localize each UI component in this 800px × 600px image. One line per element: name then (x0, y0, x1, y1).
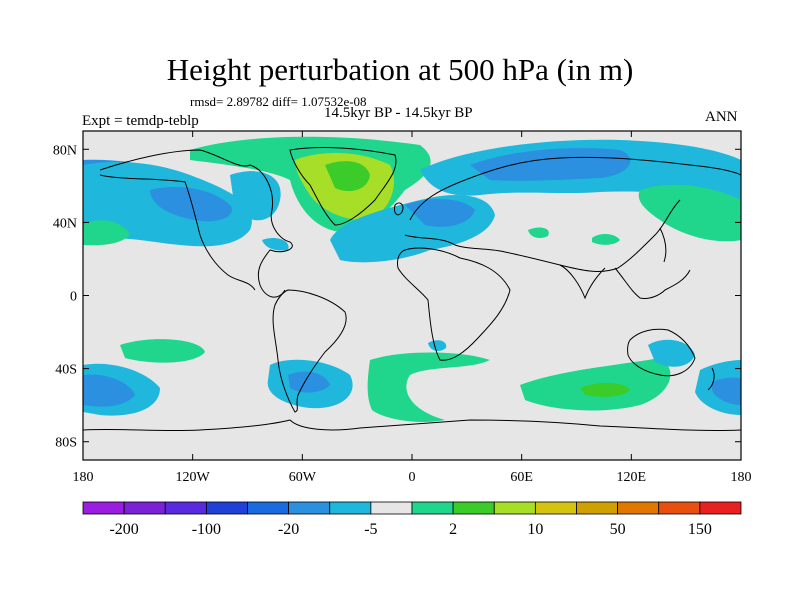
contour-southeast-atlantic (367, 352, 490, 422)
contour-europe-core (405, 198, 475, 227)
lat-tick-label: 0 (70, 290, 77, 305)
colorbar-box (411, 501, 454, 515)
colorbar-box (164, 501, 207, 515)
lon-tick-label: 120W (176, 470, 211, 485)
coast-japan (659, 227, 667, 263)
contour-south-atlantic-small (428, 340, 447, 351)
contour-se-pacific-core (712, 377, 741, 405)
plot-subtitle: 14.5kyr BP - 14.5kyr BP (324, 105, 473, 121)
lon-tick-label: 60E (510, 470, 533, 485)
colorbar-label: 2 (449, 521, 457, 538)
colorbar-box (123, 501, 166, 515)
contour-pacific-ne (638, 184, 741, 242)
lat-axis: 80N 40N 0 40S 80S (53, 143, 741, 451)
colorbar-label: -200 (109, 521, 138, 538)
colorbar-boxes (82, 501, 742, 515)
coast-greenland (289, 147, 397, 226)
coast-southeast-asia (614, 267, 691, 299)
colorbar-box (617, 501, 660, 515)
contour-south-pacific-green (120, 339, 205, 363)
season-label: ANN (705, 109, 738, 125)
lat-tick-label: 80N (53, 143, 77, 158)
coast-north-america-west (99, 174, 256, 291)
colorbar-box (658, 501, 701, 515)
colorbar-box (452, 501, 495, 515)
lat-tick-label: 40N (53, 216, 77, 231)
coast-new-zealand (707, 367, 715, 391)
contour-east-asia (592, 234, 620, 245)
contour-north-pacific-core (150, 186, 232, 222)
colorbar-label: -20 (278, 521, 299, 538)
contour-south-america-core (288, 371, 330, 393)
colorbar-box (205, 501, 248, 515)
colorbar-label: 150 (688, 521, 712, 538)
colorbar-label: 10 (527, 521, 543, 538)
contour-australia-blue (648, 339, 695, 367)
coastlines (83, 147, 741, 432)
coast-antarctica (83, 419, 741, 432)
contour-north-pacific-west (83, 220, 130, 246)
contour-fills (83, 136, 741, 432)
lon-tick-label: 180 (73, 470, 94, 485)
experiment-label: Expt = temdp-teblp (82, 113, 199, 129)
colorbar-label: -5 (364, 521, 377, 538)
coast-north-america (99, 149, 293, 298)
coast-africa (397, 247, 511, 361)
colorbar-box (576, 501, 619, 515)
contour-south-indian-core (580, 382, 630, 397)
colorbar-box (288, 501, 331, 515)
colorbar-box (534, 501, 577, 515)
colorbar-box (699, 501, 742, 515)
lon-axis: 180 120W 60W 0 60E 120E 180 (73, 131, 752, 485)
contour-mid-atlantic-small (528, 227, 549, 238)
stats-text: rmsd= 2.89782 diff= 1.07532e-08 (190, 94, 367, 109)
lon-tick-label: 0 (409, 470, 416, 485)
lat-tick-label: 40S (55, 363, 77, 378)
colorbar-box (493, 501, 536, 515)
coast-india (559, 264, 606, 300)
contour-greenland-inner (325, 161, 370, 192)
colorbar-label: 50 (610, 521, 626, 538)
colorbar-labels: -200 -100 -20 -5 2 10 50 150 (109, 521, 711, 538)
contour-siberia-core (470, 148, 631, 181)
colorbar-box (82, 501, 125, 515)
colorbar-box (370, 501, 413, 515)
coast-australia (627, 328, 696, 377)
lon-tick-label: 60W (289, 470, 317, 485)
lon-tick-label: 120E (617, 470, 647, 485)
colorbar-box (329, 501, 372, 515)
colorbar-box (247, 501, 290, 515)
plot-title: Height perturbation at 500 hPa (in m) (166, 52, 634, 87)
contour-gulf-small (262, 238, 289, 251)
colorbar-label: -100 (192, 521, 221, 538)
coast-south-america (272, 289, 347, 413)
coast-uk (394, 202, 404, 216)
contour-sw-pacific-core (83, 374, 135, 407)
lon-tick-label: 180 (731, 470, 752, 485)
lat-tick-label: 80S (55, 436, 77, 451)
coast-eurasia (409, 156, 741, 221)
